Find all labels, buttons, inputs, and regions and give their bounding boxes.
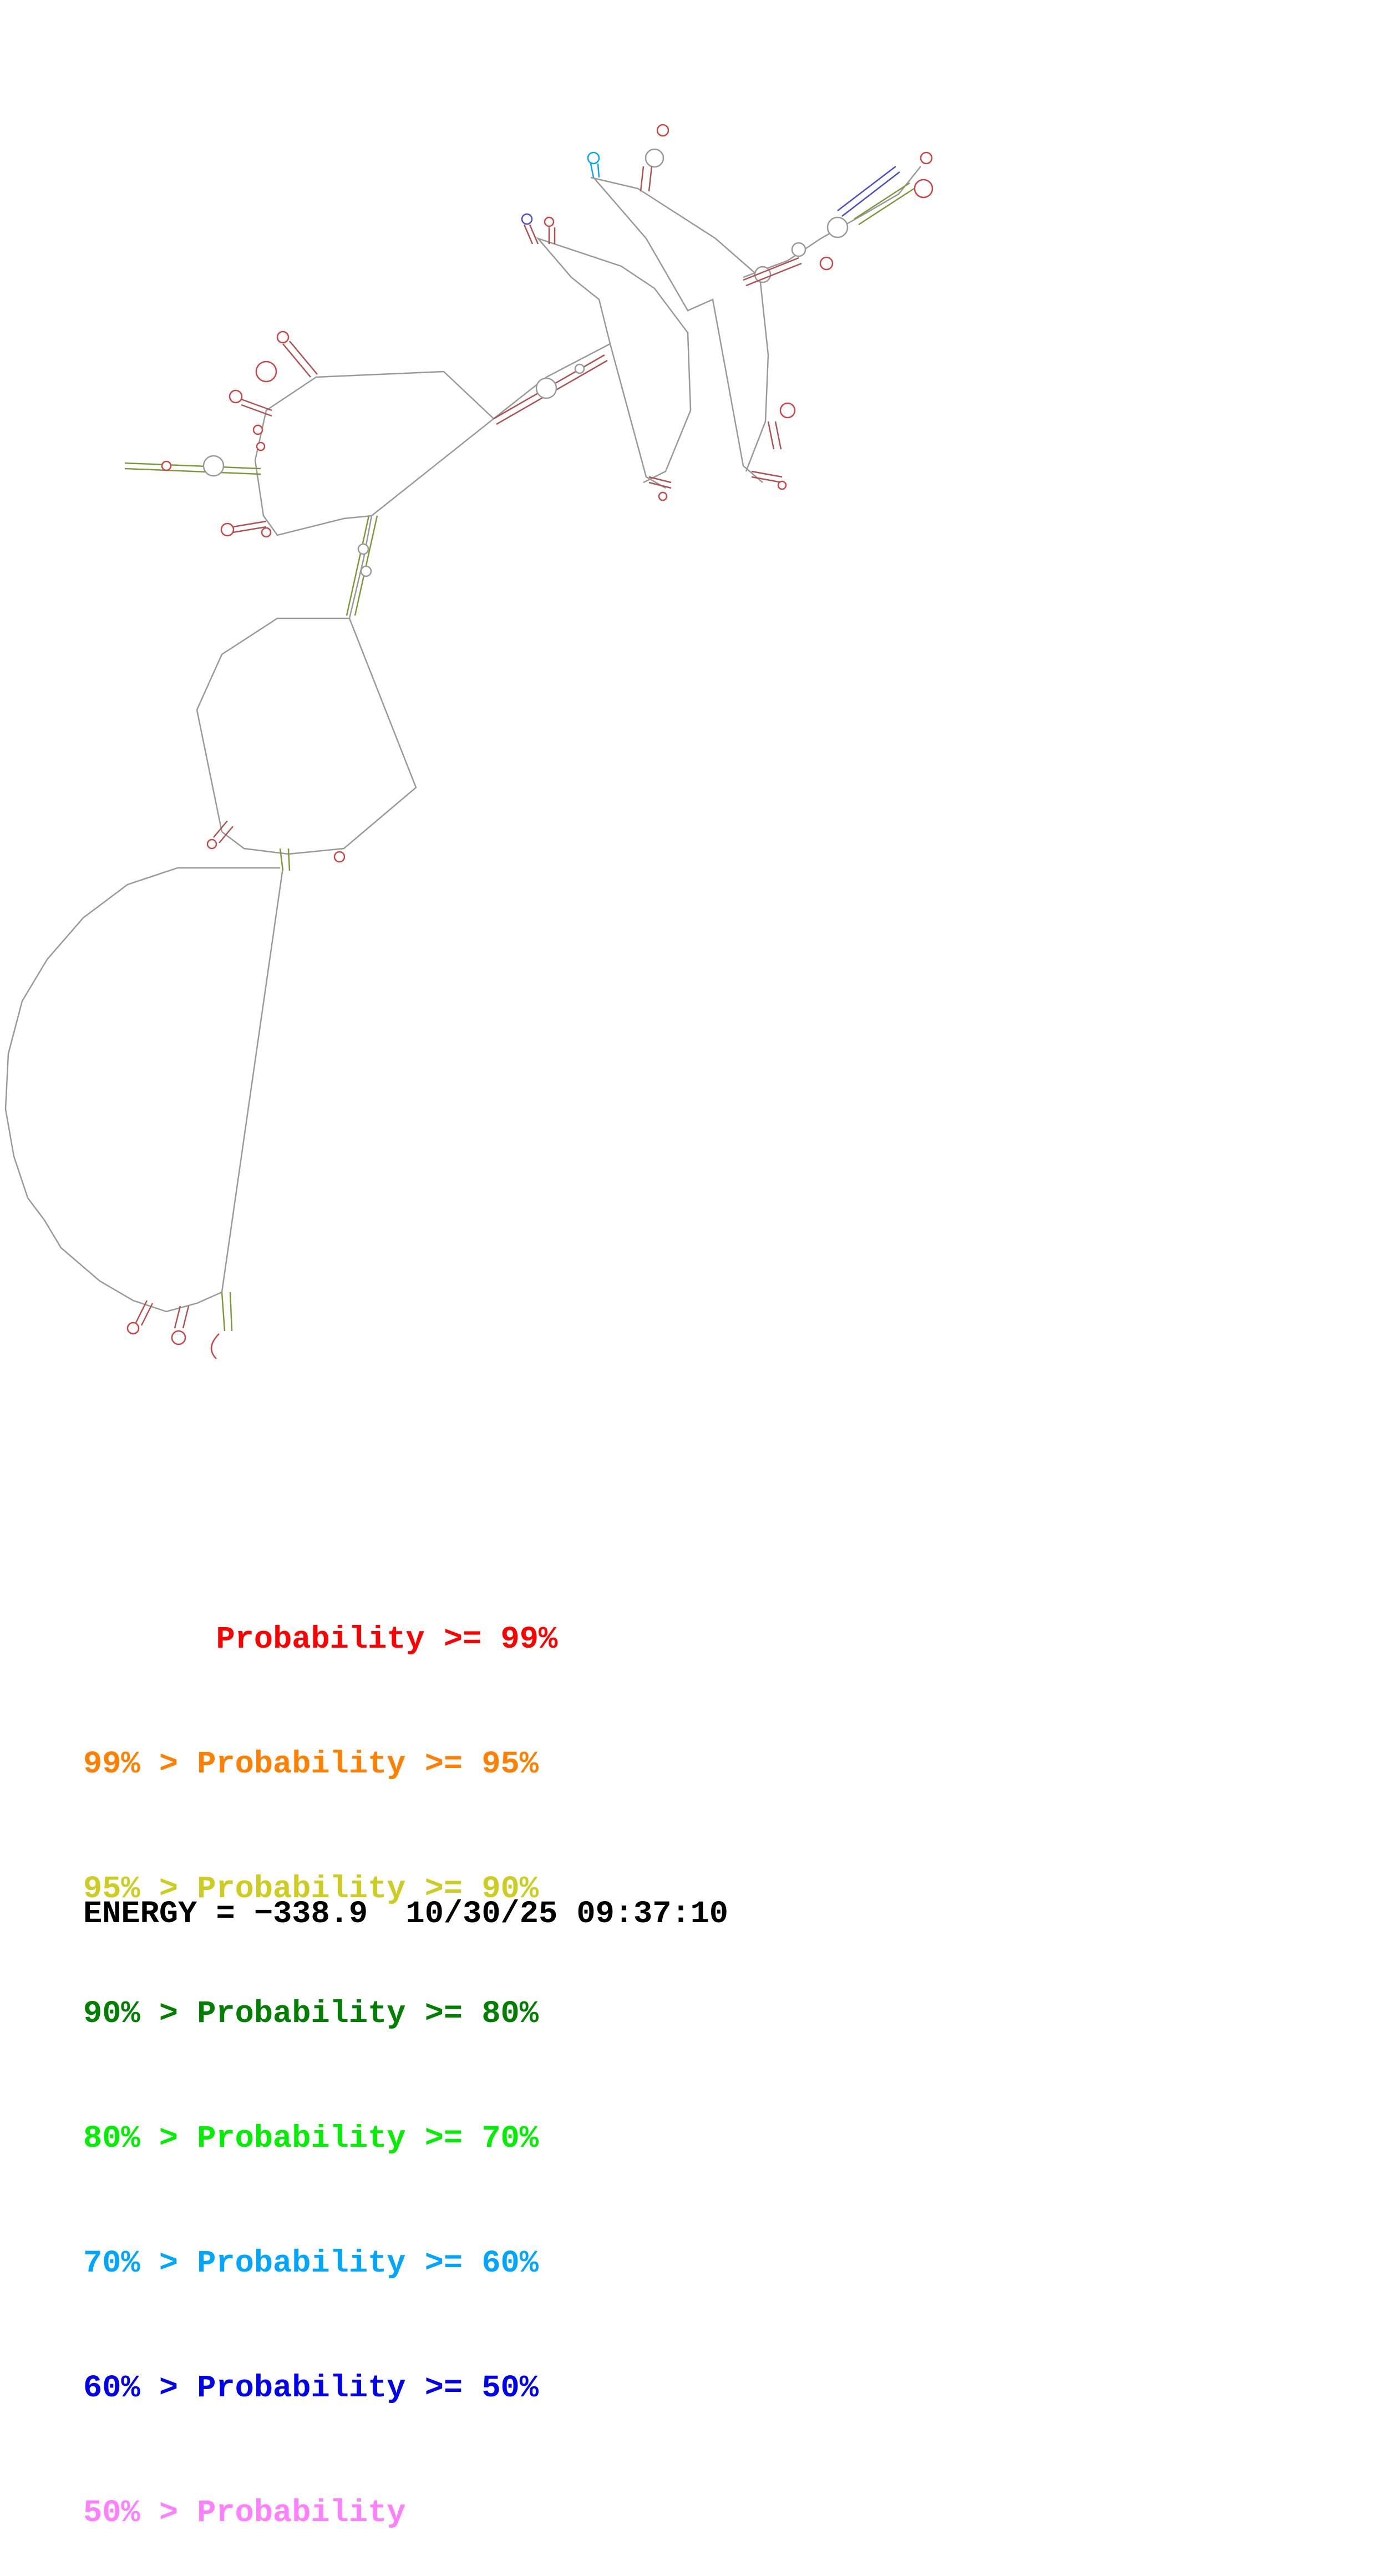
energy-footer: ENERGY = −338.9 10/30/25 09:37:10 (83, 1897, 728, 1932)
helix-north-top (521, 124, 669, 245)
helix-west-arm (124, 455, 272, 538)
timestamp: 10/30/25 09:37:10 (405, 1897, 729, 1932)
helix-center-east (493, 354, 608, 425)
legend-text: Probability >= 90% (197, 1872, 539, 1907)
rna-helices (124, 124, 933, 1359)
rna-backbone (4, 166, 921, 1313)
energy-value: −338.9 (253, 1897, 368, 1932)
helix-northwest-cluster (229, 331, 318, 451)
legend-row: 99% > Probability >= 95% (83, 1744, 557, 1786)
legend-prefix: 60% > (83, 2371, 197, 2406)
backbone-bottom-loop (4, 867, 284, 1313)
backbone-central-stem (254, 370, 495, 619)
legend-text: Probability >= 70% (197, 2121, 539, 2157)
legend-text: Probability >= 60% (197, 2246, 539, 2282)
legend-row: 50% > Probability (83, 2493, 557, 2534)
probability-legend: Probability >= 99% 99% > Probability >= … (83, 1536, 557, 2576)
backbone-middle-loop (196, 617, 417, 855)
legend-text: Probability >= 99% (216, 1622, 558, 1658)
legend-row: 90% > Probability >= 80% (83, 1994, 557, 2035)
legend-prefix: 50% > (83, 2496, 197, 2531)
rna-structure-diagram (4, 124, 933, 1359)
legend-prefix: 90% > (83, 1996, 197, 2032)
helix-east-lower (648, 402, 796, 501)
legend-row: 80% > Probability >= 70% (83, 2118, 557, 2160)
helix-bottom-left (126, 1292, 233, 1359)
helix-lower-junction (206, 820, 346, 871)
legend-prefix: 95% > (83, 1872, 197, 1907)
legend-text: Probability >= 50% (197, 2371, 539, 2406)
legend-row: 95% > Probability >= 90% (83, 1869, 557, 1911)
legend-text: Probability >= 80% (197, 1996, 539, 2032)
legend-prefix: 70% > (83, 2246, 197, 2282)
legend-prefix: 80% > (83, 2121, 197, 2157)
legend-row: 70% > Probability >= 60% (83, 2243, 557, 2285)
energy-label: ENERGY = (83, 1897, 254, 1932)
legend-row: Probability >= 99% (83, 1619, 557, 1661)
helix-northeast-arm (743, 151, 933, 287)
helix-central-vertical (346, 515, 378, 616)
legend-row: 60% > Probability >= 50% (83, 2368, 557, 2410)
legend-prefix (83, 1622, 216, 1658)
footer-gap (368, 1897, 405, 1932)
legend-text: Probability >= 95% (197, 1747, 539, 1782)
legend-prefix: 99% > (83, 1747, 197, 1782)
legend-text: Probability (197, 2496, 406, 2531)
backbone-upper-right (493, 176, 769, 489)
